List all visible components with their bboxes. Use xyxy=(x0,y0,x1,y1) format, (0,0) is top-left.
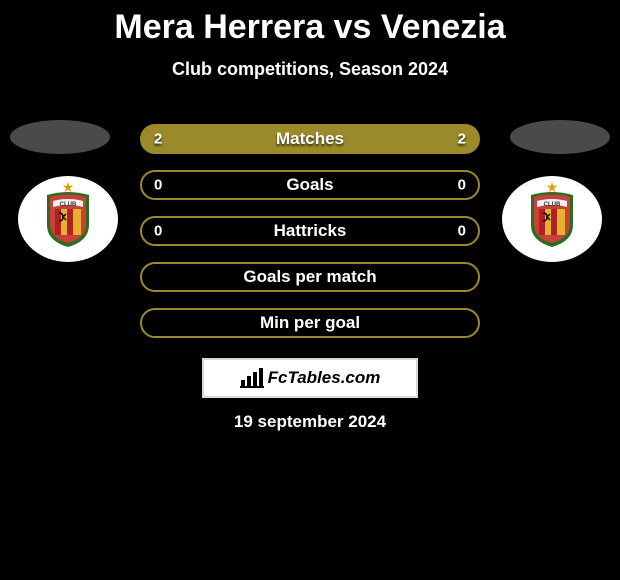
bar-chart-icon xyxy=(240,368,264,388)
page-subtitle: Club competitions, Season 2024 xyxy=(0,59,620,80)
date-label: 19 september 2024 xyxy=(0,412,620,432)
club-badge-right: ★ CLUB xyxy=(502,176,602,262)
stat-label: Goals per match xyxy=(243,267,376,287)
player-left-ellipse xyxy=(10,120,110,154)
stat-label: Matches xyxy=(276,129,344,149)
stat-label: Hattricks xyxy=(274,221,347,241)
stat-value-right: 0 xyxy=(458,177,466,194)
watermark-text: FcTables.com xyxy=(268,368,381,388)
stat-bar: Min per goal xyxy=(140,308,480,338)
star-icon: ★ xyxy=(62,179,75,196)
stat-value-left: 0 xyxy=(154,223,162,240)
stat-bars: Matches 2 2 Goals 0 0 Hattricks 0 0 Goals per mat… xyxy=(140,124,480,354)
stat-bar: Goals 0 0 xyxy=(140,170,480,200)
stat-bar: Goals per match xyxy=(140,262,480,292)
club-crest-icon: ★ CLUB xyxy=(45,191,91,247)
stat-bar: Hattricks 0 0 xyxy=(140,216,480,246)
stat-value-left: 0 xyxy=(154,177,162,194)
club-badge-left: ★ CLUB xyxy=(18,176,118,262)
stat-label: Goals xyxy=(286,175,333,195)
stat-value-right: 2 xyxy=(458,131,466,148)
watermark: FcTables.com xyxy=(202,358,418,398)
star-icon: ★ xyxy=(546,179,559,196)
stat-label: Min per goal xyxy=(260,313,360,333)
stat-bar: Matches 2 2 xyxy=(140,124,480,154)
page-title: Mera Herrera vs Venezia xyxy=(0,0,620,47)
player-right-ellipse xyxy=(510,120,610,154)
stat-value-left: 2 xyxy=(154,131,162,148)
svg-text:CLUB: CLUB xyxy=(60,202,77,208)
club-crest-icon: ★ CLUB xyxy=(529,191,575,247)
stat-value-right: 0 xyxy=(458,223,466,240)
svg-text:CLUB: CLUB xyxy=(544,202,561,208)
